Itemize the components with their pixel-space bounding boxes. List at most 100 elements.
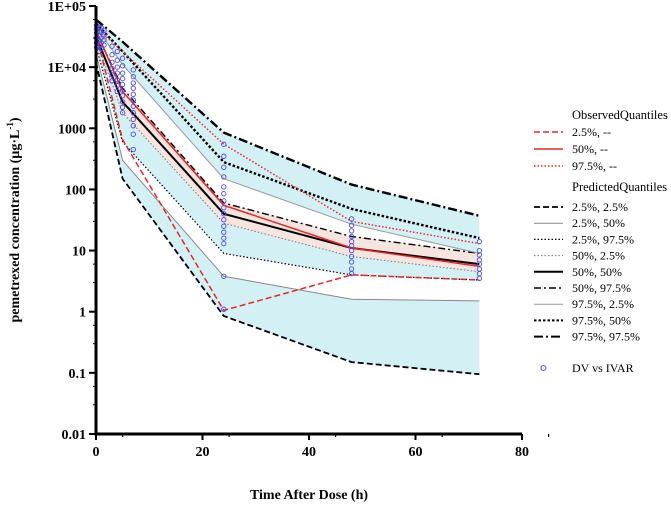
legend-observed-1-label: 50%, -- [572,142,608,156]
dv-point [221,235,227,241]
legend-predicted-2-label: 2.5%, 97.5% [572,232,634,246]
legend-predicted-3-label: 50%, 2.5% [572,249,625,263]
legend-predicted-5-label: 50%, 97.5% [572,281,631,295]
dv-points [93,22,483,312]
dv-point [221,229,227,235]
y-tick-label: 10 [72,245,86,260]
observed-line-0 [95,33,480,312]
legend-predicted-4-label: 50%, 50% [572,265,622,279]
predicted-line-1 [95,52,480,302]
y-tick-label: 1E+04 [48,61,86,76]
dv-point [221,211,227,217]
dv-point [130,85,136,91]
dv-point [348,233,355,240]
axes: 0 20 40 60 80 0.01 0.1 1 10 100 1000 1E+04 1E+05 [48,0,550,460]
dv-point [109,52,115,58]
dv-point [130,110,136,116]
dv-point [348,259,355,265]
legend-predicted-6-label: 97.5%, 2.5% [572,297,634,311]
dv-point [348,228,355,234]
dv-point [114,64,120,70]
dv-point [221,273,227,279]
legend-observed-0-label: 2.5%, -- [572,125,611,139]
dv-point [476,275,483,282]
dv-point [348,270,355,277]
predicted-line-2 [95,46,480,281]
dv-point [221,240,227,247]
dv-point [114,48,120,55]
legend-dv-label: DV vs IVAR [572,361,634,375]
dv-point [114,77,120,83]
dv-point [221,184,227,190]
dv-point [109,78,115,84]
y-tick-label: 1 [79,306,86,321]
dv-point [101,31,107,38]
legend: ObservedQuantiles 2.5%, -- 50%, -- 97.5%, -… [534,108,668,375]
dv-point [221,191,227,197]
dv-point [221,198,227,204]
dv-point [119,63,126,69]
dv-point [221,164,227,170]
dv-point [348,253,355,260]
dv-point [101,37,107,43]
dv-point [348,222,355,228]
legend-predicted-1-label: 2.5%, 50% [572,216,625,230]
dv-point [348,243,355,249]
dv-point [130,123,136,129]
dv-point [221,217,227,223]
dv-point [119,81,126,88]
x-tick-label: 0 [93,445,100,460]
legend-predicted-7-label: 97.5%, 50% [572,313,631,327]
band-lower-gap [96,46,480,301]
dv-point [119,93,126,99]
legend-predicted-title: PredictedQuantiles [572,180,667,194]
predicted-line-8 [95,18,480,217]
dv-point [221,174,227,180]
dv-point [130,131,136,137]
dv-point [119,75,126,82]
prediction-bands [96,19,480,375]
dv-point [348,247,355,254]
dv-point [119,70,126,76]
dv-point [119,55,126,61]
dv-point [348,216,355,222]
y-tick-label: 1E+05 [48,0,86,15]
x-tick-label: 20 [196,445,210,460]
x-axis-label: Time After Dose (h) [250,488,368,503]
y-tick-label: 100 [65,183,86,198]
dv-point [109,59,115,65]
dv-point [119,104,126,110]
dv-point [114,88,120,95]
dv-point [130,116,136,123]
dv-point [119,99,126,105]
dv-point [476,261,483,267]
y-axis-label: pemetrexed concentration (µg·L-1) [5,117,23,322]
legend-observed-title: ObservedQuantiles [572,108,668,122]
legend-dv-marker [540,365,547,371]
dv-point [98,46,104,52]
legend-observed-2-label: 97.5%, -- [572,159,617,173]
dv-point [130,103,136,109]
dv-point [221,223,227,229]
dv-point [221,306,227,312]
y-tick-label: 0.01 [62,428,87,443]
dv-point [130,67,136,73]
dv-point [130,97,136,103]
dv-point [109,72,115,78]
dv-point [114,82,120,89]
band-median [96,31,480,272]
dv-point [221,153,227,159]
x-tick-label: 60 [409,445,423,460]
dv-point [221,205,227,211]
dv-point [109,43,115,49]
dv-point [221,141,227,147]
x-tick-label: 40 [302,445,316,460]
dv-point [476,238,483,245]
legend-predicted-8-label: 97.5%, 97.5% [572,330,640,344]
dv-point [130,146,136,153]
band-upper-gap [96,27,480,254]
dv-point [114,57,120,63]
legend-predicted-0-label: 2.5%, 2.5% [572,200,628,214]
y-tick-label: 1000 [58,122,86,137]
